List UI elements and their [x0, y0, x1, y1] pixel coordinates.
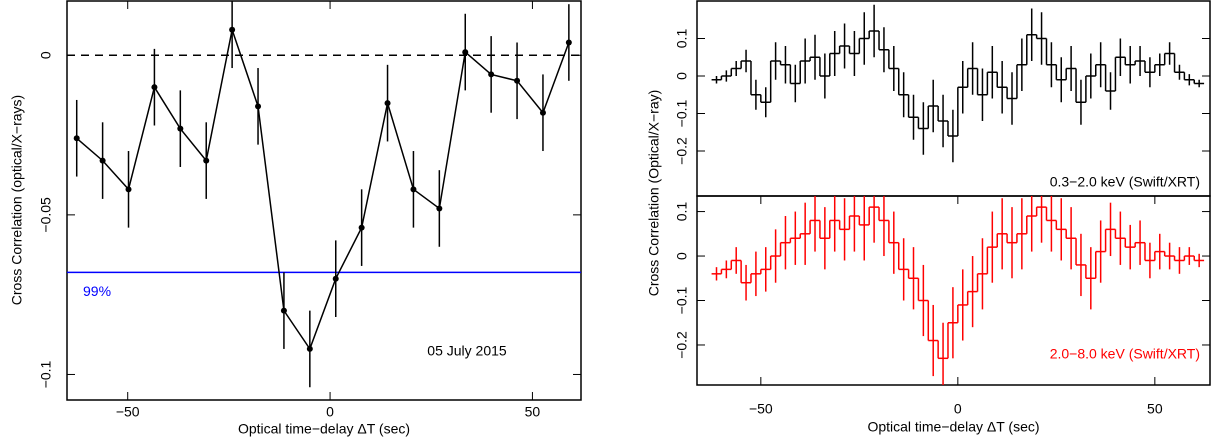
y-axis-label: Cross Correlation (optical/X−rays)	[9, 95, 25, 305]
data-point	[177, 125, 184, 132]
x-tick-label: −50	[116, 404, 140, 420]
x-tick-label: 50	[525, 404, 541, 420]
data-point	[514, 77, 521, 84]
data-point	[565, 39, 572, 46]
plot-area	[711, 196, 1205, 385]
y-tick-label: −0.1	[38, 360, 54, 388]
y-tick-label: −0.2	[674, 137, 690, 165]
data-point	[203, 157, 210, 164]
y-tick-label: −0.1	[674, 99, 690, 127]
data-point	[410, 186, 417, 193]
x-tick-label: −50	[749, 401, 773, 417]
plot-area	[711, 4, 1205, 163]
plot-area	[67, 1, 581, 388]
y-tick-label: 0.1	[674, 29, 690, 49]
data-point	[488, 71, 495, 78]
data-point	[436, 205, 443, 212]
data-point	[151, 84, 158, 91]
y-axis-label: Cross Correlation (Optical/X−ray)	[646, 90, 662, 297]
data-point	[306, 345, 313, 352]
plot-frame	[696, 0, 1211, 197]
data-point	[358, 224, 365, 231]
x-tick-label: 0	[954, 401, 962, 417]
panel-label: 0.3−2.0 keV (Swift/XRT)	[1050, 174, 1200, 190]
y-tick-label: −0.05	[38, 197, 54, 233]
y-tick-label: 0	[674, 252, 690, 260]
y-tick-label: 0.1	[674, 202, 690, 222]
x-axis-label: Optical time−delay ΔT (sec)	[238, 421, 410, 437]
data-point	[539, 109, 546, 116]
plot-frame	[696, 195, 1211, 386]
data-line	[76, 26, 570, 351]
annotation: 05 July 2015	[427, 343, 507, 359]
data-point	[125, 186, 132, 193]
reference-label: 99%	[83, 283, 111, 299]
y-tick-label: −0.2	[674, 331, 690, 359]
data-point	[229, 26, 236, 33]
data-point	[280, 307, 287, 314]
data-point	[332, 275, 339, 282]
y-tick-label: 0	[38, 51, 54, 59]
data-point	[384, 100, 391, 107]
y-tick-label: −0.1	[674, 286, 690, 314]
data-point	[462, 49, 469, 56]
plot-frame	[66, 0, 582, 401]
data-point	[73, 135, 80, 142]
y-tick-label: 0	[674, 72, 690, 80]
data-point	[99, 157, 106, 164]
x-axis-label: Optical time−delay ΔT (sec)	[867, 419, 1039, 435]
panel-label: 2.0−8.0 keV (Swift/XRT)	[1050, 346, 1200, 362]
data-point	[255, 103, 262, 110]
x-tick-label: 50	[1147, 401, 1163, 417]
x-tick-label: 0	[326, 404, 334, 420]
